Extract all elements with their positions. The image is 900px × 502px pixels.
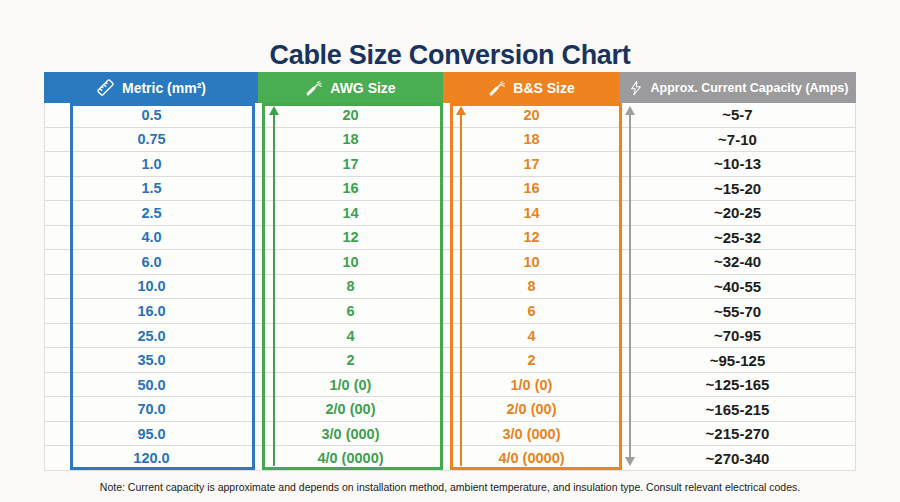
table-row: 70.0 2/0 (00) 2/0 (00) ~165-215 <box>45 396 855 421</box>
amps-cell: ~5-7 <box>620 103 855 127</box>
bs-cell: 20 <box>443 103 620 127</box>
metric-cell: 1.0 <box>45 152 258 176</box>
bs-cell: 8 <box>443 275 620 299</box>
bs-cell: 14 <box>443 201 620 225</box>
bs-cell: 18 <box>443 128 620 152</box>
stripped-wire-icon <box>488 79 506 97</box>
awg-cell: 14 <box>258 201 443 225</box>
table-row: 1.0 17 17 ~10-13 <box>45 151 855 176</box>
table-row: 35.0 2 2 ~95-125 <box>45 347 855 372</box>
table-row: 0.5 20 20 ~5-7 <box>45 103 855 127</box>
bs-cell: 1/0 (0) <box>443 373 620 397</box>
awg-cell: 2/0 (00) <box>258 397 443 421</box>
amps-cell: ~40-55 <box>620 275 855 299</box>
column-header-awg: AWG Size <box>258 72 443 103</box>
metric-cell: 10.0 <box>45 275 258 299</box>
metric-cell: 35.0 <box>45 348 258 372</box>
column-header-label: B&S Size <box>513 80 574 96</box>
column-header-capacity: Approx. Current Capacity (Amps) <box>620 72 856 103</box>
awg-cell: 2 <box>258 348 443 372</box>
table-row: 95.0 3/0 (000) 3/0 (000) ~215-270 <box>45 421 855 446</box>
awg-cell: 4/0 (0000) <box>258 446 443 470</box>
bs-cell: 10 <box>443 250 620 274</box>
metric-cell: 25.0 <box>45 324 258 348</box>
table-row: 0.75 18 18 ~7-10 <box>45 127 855 152</box>
column-header-label: Metric (mm²) <box>122 80 206 96</box>
table-row: 4.0 12 12 ~25-32 <box>45 225 855 250</box>
table-row: 10.0 8 8 ~40-55 <box>45 274 855 299</box>
bs-cell: 3/0 (000) <box>443 422 620 446</box>
metric-cell: 70.0 <box>45 397 258 421</box>
table-row: 2.5 14 14 ~20-25 <box>45 200 855 225</box>
table-body: 0.5 20 20 ~5-7 0.75 18 18 ~7-10 1.0 17 1… <box>44 103 856 471</box>
metric-cell: 4.0 <box>45 226 258 250</box>
amps-cell: ~32-40 <box>620 250 855 274</box>
table-row: 120.0 4/0 (0000) 4/0 (0000) ~270-340 <box>45 445 855 470</box>
footnote: Note: Current capacity is approximate an… <box>0 481 900 493</box>
column-header-label: AWG Size <box>330 80 395 96</box>
bs-cell: 6 <box>443 299 620 323</box>
metric-cell: 0.5 <box>45 103 258 127</box>
awg-cell: 18 <box>258 128 443 152</box>
metric-cell: 2.5 <box>45 201 258 225</box>
awg-cell: 4 <box>258 324 443 348</box>
table-row: 50.0 1/0 (0) 1/0 (0) ~125-165 <box>45 372 855 397</box>
awg-cell: 3/0 (000) <box>258 422 443 446</box>
column-header-metric: Metric (mm²) <box>44 72 258 103</box>
lightning-bolt-icon <box>628 80 644 96</box>
column-header-bs: B&S Size <box>443 72 620 103</box>
table-row: 25.0 4 4 ~70-95 <box>45 323 855 348</box>
awg-cell: 8 <box>258 275 443 299</box>
awg-cell: 12 <box>258 226 443 250</box>
table-row: 1.5 16 16 ~15-20 <box>45 176 855 201</box>
amps-cell: ~55-70 <box>620 299 855 323</box>
amps-cell: ~15-20 <box>620 177 855 201</box>
metric-cell: 16.0 <box>45 299 258 323</box>
metric-cell: 95.0 <box>45 422 258 446</box>
metric-cell: 0.75 <box>45 128 258 152</box>
table-row: 16.0 6 6 ~55-70 <box>45 298 855 323</box>
awg-cell: 10 <box>258 250 443 274</box>
awg-cell: 16 <box>258 177 443 201</box>
amps-cell: ~270-340 <box>620 446 855 470</box>
table-row: 6.0 10 10 ~32-40 <box>45 249 855 274</box>
amps-cell: ~10-13 <box>620 152 855 176</box>
ruler-icon <box>96 78 115 97</box>
bs-cell: 2 <box>443 348 620 372</box>
bs-cell: 12 <box>443 226 620 250</box>
bs-cell: 2/0 (00) <box>443 397 620 421</box>
amps-cell: ~95-125 <box>620 348 855 372</box>
amps-cell: ~70-95 <box>620 324 855 348</box>
awg-cell: 1/0 (0) <box>258 373 443 397</box>
bs-cell: 4 <box>443 324 620 348</box>
conversion-table: Metric (mm²) AWG Size B&S Size Approx. C… <box>44 72 856 471</box>
page-title: Cable Size Conversion Chart <box>0 40 900 71</box>
bs-cell: 17 <box>443 152 620 176</box>
awg-cell: 20 <box>258 103 443 127</box>
amps-cell: ~25-32 <box>620 226 855 250</box>
amps-cell: ~165-215 <box>620 397 855 421</box>
table-header-row: Metric (mm²) AWG Size B&S Size Approx. C… <box>44 72 856 103</box>
awg-cell: 17 <box>258 152 443 176</box>
column-header-label: Approx. Current Capacity (Amps) <box>651 81 849 95</box>
bs-cell: 16 <box>443 177 620 201</box>
stripped-wire-icon <box>305 79 323 97</box>
awg-cell: 6 <box>258 299 443 323</box>
amps-cell: ~215-270 <box>620 422 855 446</box>
amps-cell: ~125-165 <box>620 373 855 397</box>
metric-cell: 120.0 <box>45 446 258 470</box>
amps-cell: ~20-25 <box>620 201 855 225</box>
metric-cell: 6.0 <box>45 250 258 274</box>
metric-cell: 1.5 <box>45 177 258 201</box>
metric-cell: 50.0 <box>45 373 258 397</box>
amps-cell: ~7-10 <box>620 128 855 152</box>
bs-cell: 4/0 (0000) <box>443 446 620 470</box>
